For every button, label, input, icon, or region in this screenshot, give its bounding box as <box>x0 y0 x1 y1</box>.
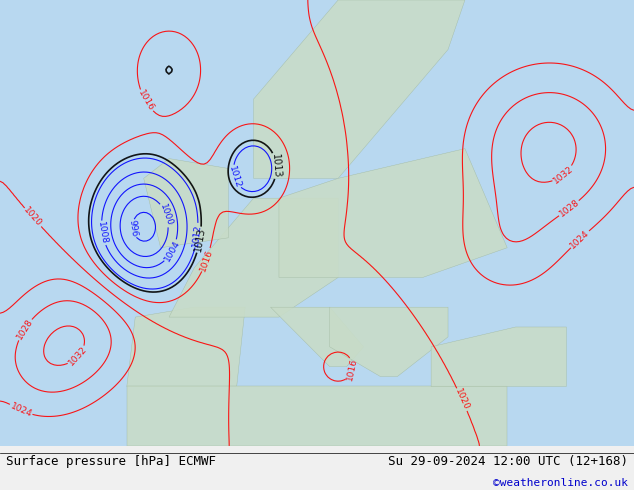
Text: 1000: 1000 <box>158 203 174 227</box>
Polygon shape <box>279 148 507 277</box>
Polygon shape <box>431 327 566 387</box>
Text: 1016: 1016 <box>198 247 215 272</box>
Text: 1013: 1013 <box>193 227 207 253</box>
Polygon shape <box>330 307 448 376</box>
Polygon shape <box>169 198 338 317</box>
Polygon shape <box>144 159 228 248</box>
Text: 1012: 1012 <box>227 165 242 189</box>
Text: 1024: 1024 <box>569 228 592 250</box>
Polygon shape <box>127 387 507 446</box>
Text: 1004: 1004 <box>162 239 181 263</box>
Text: Surface pressure [hPa] ECMWF: Surface pressure [hPa] ECMWF <box>6 455 216 468</box>
Text: 1028: 1028 <box>557 198 581 219</box>
Text: Su 29-09-2024 12:00 UTC (12+168): Su 29-09-2024 12:00 UTC (12+168) <box>387 455 628 468</box>
Text: 1013: 1013 <box>270 153 282 178</box>
Text: 1020: 1020 <box>22 206 44 229</box>
Text: 1008: 1008 <box>96 221 109 245</box>
Text: 1024: 1024 <box>9 401 33 419</box>
Text: 1012: 1012 <box>191 223 203 247</box>
Text: 1020: 1020 <box>453 387 471 412</box>
Polygon shape <box>271 307 363 367</box>
Polygon shape <box>127 307 245 387</box>
Text: 1016: 1016 <box>136 89 155 113</box>
Text: 996: 996 <box>127 220 138 238</box>
Text: 1032: 1032 <box>67 345 89 368</box>
Text: 1032: 1032 <box>552 164 575 185</box>
Text: 1028: 1028 <box>15 318 34 342</box>
Text: 1016: 1016 <box>346 358 359 382</box>
Text: ©weatheronline.co.uk: ©weatheronline.co.uk <box>493 478 628 489</box>
Polygon shape <box>254 0 465 178</box>
